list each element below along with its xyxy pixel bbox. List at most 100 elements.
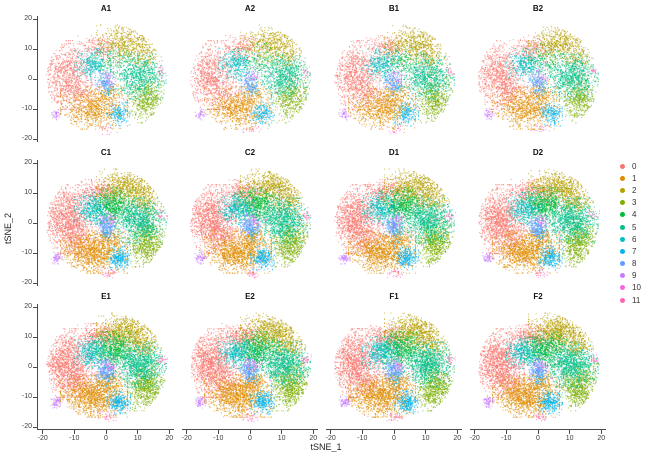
scatter-canvas: [182, 160, 318, 286]
scatter-canvas: [38, 304, 174, 430]
panel-title: C1: [100, 148, 112, 157]
x-tick-label: 10: [421, 435, 430, 442]
x-tick-mark: [105, 430, 107, 434]
x-tick-label: -20: [37, 435, 48, 442]
legend-label: 9: [632, 271, 637, 281]
tsne-panel-c2: C2: [182, 144, 326, 288]
x-tick-label: -10: [357, 435, 368, 442]
panel-title: D2: [532, 148, 544, 157]
tsne-plot: 20 10 0 -10 -20 -20 -10 0 10 20: [22, 303, 174, 442]
tsne-plot: [182, 16, 318, 142]
scatter-canvas: [182, 304, 318, 430]
panel-title: F1: [389, 292, 399, 301]
y-tick-label: 0: [28, 363, 32, 370]
scatter-canvas: [38, 16, 174, 142]
y-tick-label: -10: [21, 105, 32, 112]
tsne-panel-f2: F2 -20 -10 0 10 20: [470, 288, 614, 442]
x-tick-label: 20: [453, 435, 462, 442]
x-tick-mark: [361, 430, 363, 434]
legend-item-cluster-8: 8: [620, 258, 650, 270]
y-tick-label: 0: [28, 75, 32, 82]
legend-item-cluster-7: 7: [620, 245, 650, 257]
tsne-panel-f1: F1 -20 -10 0 10 20: [326, 288, 470, 442]
y-tick-label: -20: [21, 423, 32, 430]
y-tick-label: 10: [24, 45, 32, 52]
x-tick-label: -10: [501, 435, 512, 442]
x-tick-mark: [330, 430, 332, 434]
y-tick-label: -10: [21, 393, 32, 400]
x-tick-label: 0: [104, 435, 108, 442]
legend-color-dot: [620, 236, 625, 242]
tsne-plot: -20 -10 0 10 20: [326, 304, 462, 442]
legend-item-cluster-10: 10: [620, 282, 650, 294]
y-tick-label: -10: [21, 249, 32, 256]
tsne-plot: [182, 160, 318, 286]
legend-item-cluster-0: 0: [620, 160, 650, 172]
legend-item-cluster-2: 2: [620, 184, 650, 196]
scatter-canvas: [326, 160, 462, 286]
y-tick-mark: [33, 396, 37, 398]
x-tick-mark: [505, 430, 507, 434]
tsne-plot: [470, 160, 606, 286]
x-axis-label: tSNE_1: [310, 442, 342, 452]
scatter-canvas: [470, 160, 606, 286]
y-tick-label: 0: [28, 219, 32, 226]
panel-title: C2: [244, 148, 256, 157]
x-tick-mark: [537, 430, 539, 434]
tsne-panel-c1: C1 20 10 0 -10 -20: [22, 144, 182, 288]
x-tick-label: 0: [536, 435, 540, 442]
y-tick-label: 10: [24, 189, 32, 196]
y-tick-mark: [33, 282, 37, 284]
y-tick-label: -20: [21, 279, 32, 286]
tsne-panel-e2: E2 -20 -10 0 10 20: [182, 288, 326, 442]
y-tick-mark: [33, 306, 37, 308]
tsne-plot: -20 -10 0 10 20: [470, 304, 606, 442]
panel-title: B2: [532, 4, 544, 13]
y-tick-label: 20: [24, 303, 32, 310]
tsne-panel-a2: A2: [182, 0, 326, 144]
legend-label: 10: [632, 283, 641, 293]
panel-title: D1: [388, 148, 400, 157]
x-tick-mark: [186, 430, 188, 434]
tsne-plot: [326, 160, 462, 286]
tsne-panel-d2: D2: [470, 144, 614, 288]
scatter-canvas: [470, 16, 606, 142]
scatter-canvas: [38, 160, 174, 286]
y-tick-mark: [33, 162, 37, 164]
panel-title: E2: [245, 292, 255, 301]
legend-item-cluster-4: 4: [620, 209, 650, 221]
cluster-legend: 0 1 2 3 4 5 6 7 8 9 10 11: [620, 160, 650, 306]
tsne-panel-d1: D1: [326, 144, 470, 288]
y-tick-mark: [33, 48, 37, 50]
tsne-plot: 20 10 0 -10 -20: [22, 15, 174, 142]
tsne-panel-a1: A1 20 10 0 -10 -20: [22, 0, 182, 144]
legend-item-cluster-1: 1: [620, 172, 650, 184]
y-tick-mark: [33, 18, 37, 20]
x-tick-label: -20: [469, 435, 480, 442]
panel-title: A1: [100, 4, 112, 13]
x-tick-mark: [42, 430, 44, 434]
x-tick-label: 10: [565, 435, 574, 442]
x-tick-mark: [281, 430, 283, 434]
y-tick-mark: [33, 252, 37, 254]
tsne-panel-b1: B1: [326, 0, 470, 144]
x-tick-mark: [456, 430, 458, 434]
tsne-plot: -20 -10 0 10 20: [182, 304, 318, 442]
x-tick-mark: [137, 430, 139, 434]
legend-color-dot: [620, 285, 625, 291]
y-axis-label: tSNE_2: [3, 212, 13, 244]
legend-color-dot: [620, 224, 625, 230]
legend-label: 3: [632, 198, 637, 208]
x-tick-mark: [393, 430, 395, 434]
y-tick-mark: [33, 192, 37, 194]
x-tick-label: 20: [597, 435, 606, 442]
y-tick-label: 20: [24, 159, 32, 166]
legend-label: 4: [632, 210, 637, 220]
y-tick-mark: [33, 78, 37, 80]
tsne-plot: 20 10 0 -10 -20: [22, 159, 174, 286]
y-tick-mark: [33, 222, 37, 224]
legend-color-dot: [620, 175, 625, 181]
y-tick-mark: [33, 366, 37, 368]
legend-label: 1: [632, 173, 637, 183]
